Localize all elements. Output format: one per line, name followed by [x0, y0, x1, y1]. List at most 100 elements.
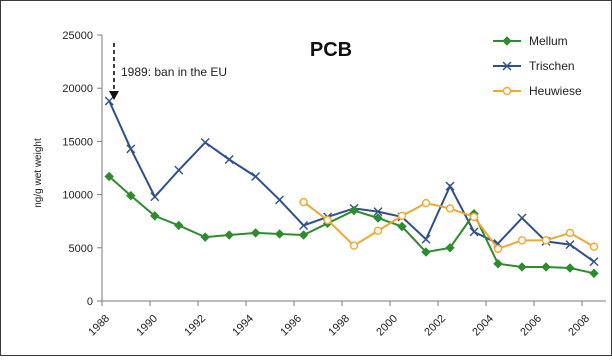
data-point — [251, 172, 261, 182]
data-point-stroke — [299, 220, 309, 230]
ban-annotation: 1989: ban in the EU — [109, 43, 227, 100]
data-point — [445, 181, 455, 191]
data-point — [589, 242, 599, 251]
data-point-stroke — [502, 61, 512, 71]
x-ticks: 1988 1990 1992 1994 1996 1998 2000 2002 2004 2006… — [86, 301, 592, 338]
data-point — [565, 263, 575, 273]
data-point — [493, 259, 503, 269]
x-tick-label: 1992 — [182, 313, 208, 339]
data-point — [349, 205, 359, 216]
legend-label: Heuwiese — [529, 84, 582, 98]
data-point-stroke — [104, 96, 114, 106]
legend-label: Mellum — [529, 34, 568, 48]
x-tick-label: 2006 — [518, 313, 544, 339]
data-point — [373, 226, 383, 235]
legend-item-trischen: Trischen — [493, 59, 575, 73]
annotation-text: 1989: ban in the EU — [121, 65, 227, 79]
legend: Mellum Trischen Heuwiese — [493, 34, 582, 98]
legend-item-mellum: Mellum — [493, 34, 568, 48]
data-point — [373, 213, 383, 223]
data-point — [541, 262, 551, 272]
x-tick-label: 2002 — [422, 313, 448, 339]
series-layer — [104, 96, 599, 279]
data-point — [150, 192, 160, 202]
data-point — [589, 257, 599, 267]
y-tick-label: 5000 — [69, 243, 93, 255]
data-point — [445, 243, 455, 253]
data-point — [275, 195, 285, 205]
data-point-stroke — [174, 165, 184, 175]
data-point — [298, 230, 309, 240]
data-point — [589, 268, 599, 279]
axes — [101, 35, 606, 302]
y-tick-label: 10000 — [62, 190, 93, 202]
data-point-stroke — [150, 192, 160, 202]
data-point-stroke — [445, 181, 455, 191]
data-point — [502, 86, 512, 96]
data-point-stroke — [373, 207, 383, 217]
data-point-stroke — [589, 257, 599, 267]
annotation-arrowhead-icon — [109, 91, 119, 100]
data-point — [274, 229, 285, 239]
data-point — [421, 198, 431, 208]
data-point — [541, 236, 551, 245]
data-point — [469, 212, 479, 222]
x-tick-label: 1996 — [278, 313, 304, 339]
data-point — [565, 240, 575, 250]
data-point — [299, 197, 308, 207]
data-point — [104, 96, 114, 106]
data-point — [126, 190, 136, 201]
data-point — [493, 244, 503, 254]
data-point-stroke — [275, 195, 285, 205]
data-point — [174, 165, 184, 175]
data-point — [421, 247, 431, 257]
x-tick-label: 2000 — [374, 313, 400, 339]
data-point — [421, 234, 431, 244]
data-point-stroke — [126, 144, 136, 154]
x-tick-label: 1994 — [230, 313, 256, 339]
x-tick-label: 1990 — [134, 313, 160, 339]
legend-item-heuwiese: Heuwiese — [493, 84, 582, 98]
data-point — [349, 241, 359, 250]
data-point — [104, 171, 114, 182]
y-tick-label: 15000 — [62, 136, 93, 148]
series-mellum — [104, 171, 599, 279]
data-point — [224, 230, 234, 240]
data-point — [502, 36, 512, 46]
data-point — [517, 236, 527, 245]
x-tick-label: 2004 — [470, 313, 496, 339]
data-point — [150, 211, 160, 221]
series-heuwiese — [299, 197, 599, 254]
data-point — [397, 221, 407, 232]
data-point — [126, 144, 136, 154]
data-point-stroke — [200, 137, 210, 147]
data-point — [373, 207, 383, 217]
data-point — [323, 215, 332, 225]
data-point — [397, 211, 407, 221]
data-point-stroke — [251, 172, 261, 182]
data-point-stroke — [517, 213, 527, 223]
y-tick-label: 20000 — [62, 83, 93, 95]
y-tick-label: 0 — [87, 296, 93, 308]
data-point — [565, 228, 575, 238]
data-point-stroke — [421, 234, 431, 244]
data-point — [502, 61, 512, 71]
x-tick-label: 1988 — [86, 313, 112, 339]
data-point — [200, 232, 210, 242]
data-point — [224, 154, 234, 164]
data-point-stroke — [565, 240, 575, 250]
data-point — [250, 228, 261, 238]
data-point-stroke — [224, 154, 234, 164]
legend-label: Trischen — [529, 59, 575, 73]
x-tick-label: 1998 — [326, 313, 352, 339]
y-ticks: 0 5000 10000 15000 20000 25000 — [62, 30, 102, 308]
data-point — [445, 204, 455, 213]
data-point — [517, 213, 527, 223]
data-point — [517, 262, 527, 272]
chart-title: PCB — [310, 39, 352, 61]
data-point — [200, 137, 210, 147]
y-tick-label: 25000 — [62, 30, 93, 42]
data-point — [174, 220, 184, 231]
